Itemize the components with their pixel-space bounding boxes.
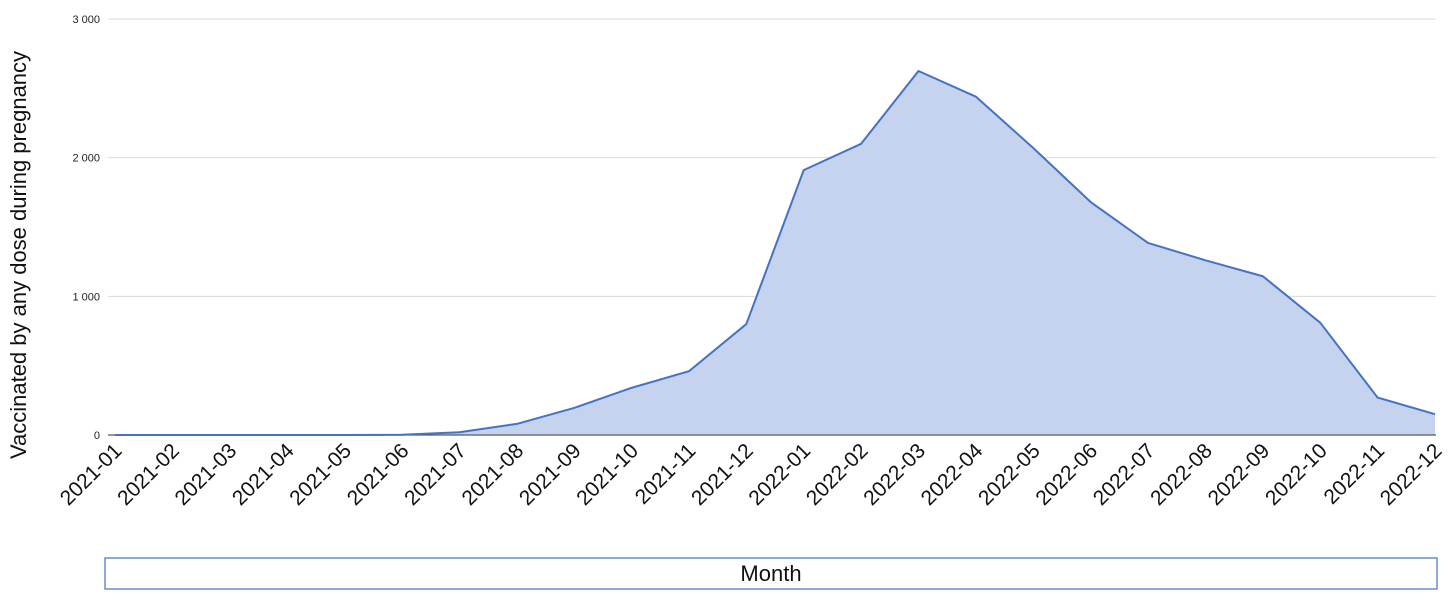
x-tick-label: 2021-02 bbox=[113, 439, 184, 510]
y-axis-title: Vaccinated by any dose during pregnancy bbox=[6, 51, 31, 459]
data-point bbox=[1433, 412, 1437, 416]
data-point bbox=[285, 433, 289, 437]
series-line bbox=[115, 70, 1436, 436]
x-tick-label: 2021-08 bbox=[458, 439, 529, 510]
x-tick-label: 2022-11 bbox=[1319, 439, 1389, 509]
data-point bbox=[630, 386, 634, 390]
x-tick-label: 2021-03 bbox=[171, 439, 242, 510]
y-tick-label: 0 bbox=[94, 430, 100, 442]
data-point bbox=[113, 433, 117, 437]
x-tick-label: 2021-04 bbox=[228, 439, 299, 510]
data-point bbox=[400, 433, 404, 437]
data-point bbox=[687, 369, 691, 373]
x-tick-label: 2021-06 bbox=[343, 439, 414, 510]
y-axis-ticks: 0 1 000 2 000 3 000 bbox=[72, 14, 100, 442]
x-tick-label: 2022-12 bbox=[1376, 439, 1447, 510]
x-tick-label: 2022-01 bbox=[744, 439, 815, 510]
data-point bbox=[515, 422, 519, 426]
x-tick-label: 2021-12 bbox=[687, 439, 758, 510]
x-tick-label: 2022-05 bbox=[974, 439, 1045, 510]
data-point bbox=[974, 95, 978, 99]
x-tick-label: 2022-09 bbox=[1204, 439, 1275, 510]
data-point bbox=[744, 322, 748, 326]
x-tick-label: 2022-06 bbox=[1031, 439, 1102, 510]
series-area-fill bbox=[115, 71, 1435, 435]
data-point bbox=[572, 406, 576, 410]
x-tick-label: 2021-07 bbox=[400, 439, 471, 510]
data-point bbox=[343, 433, 347, 437]
x-tick-label: 2021-05 bbox=[285, 439, 356, 510]
y-tick-label: 2 000 bbox=[72, 153, 100, 165]
data-point bbox=[457, 430, 461, 434]
x-tick-label: 2022-10 bbox=[1261, 439, 1332, 510]
data-point bbox=[916, 69, 920, 73]
data-point bbox=[1031, 146, 1035, 150]
x-tick-label: 2022-08 bbox=[1146, 439, 1217, 510]
x-tick-label: 2022-04 bbox=[917, 439, 988, 510]
x-tick-label: 2022-02 bbox=[802, 439, 873, 510]
y-tick-label: 3 000 bbox=[72, 14, 100, 26]
data-point bbox=[1261, 274, 1265, 278]
x-axis-title-box bbox=[104, 557, 1438, 590]
x-axis-title: Month bbox=[740, 561, 801, 586]
data-point bbox=[802, 168, 806, 172]
x-axis-ticks: 2021-012021-022021-032021-042021-052021-… bbox=[56, 439, 1447, 510]
data-point bbox=[1146, 241, 1150, 245]
x-tick-label: 2021-10 bbox=[572, 439, 643, 510]
data-point bbox=[170, 433, 174, 437]
data-point bbox=[859, 142, 863, 146]
data-point bbox=[1318, 321, 1322, 325]
y-tick-label: 1 000 bbox=[72, 291, 100, 303]
data-point bbox=[228, 433, 232, 437]
x-tick-label: 2021-09 bbox=[515, 439, 586, 510]
x-tick-label: 2022-07 bbox=[1089, 439, 1160, 510]
x-tick-label: 2022-03 bbox=[859, 439, 930, 510]
x-tick-label: 2021-01 bbox=[56, 439, 127, 510]
data-point bbox=[1203, 258, 1207, 262]
data-point bbox=[1089, 200, 1093, 204]
x-tick-label: 2021-11 bbox=[631, 439, 701, 509]
data-point bbox=[1376, 396, 1380, 400]
